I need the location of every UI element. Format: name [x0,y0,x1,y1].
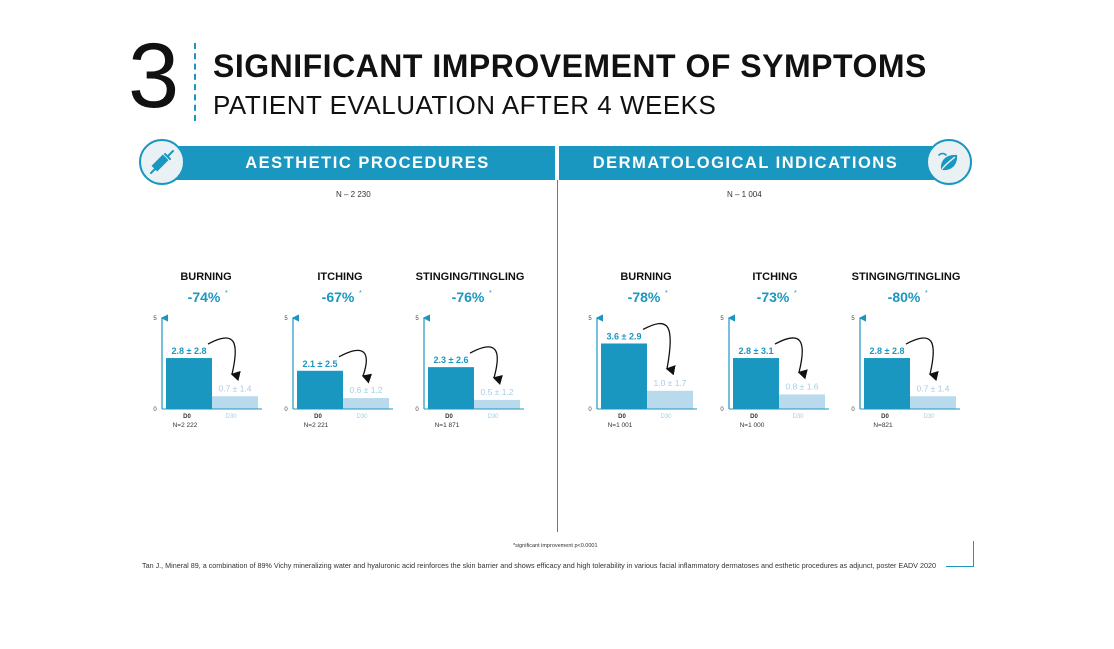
reduction-arrow [338,349,373,384]
chart-title: STINGING/TINGLING [852,271,961,283]
x-tick-label: D0 [618,414,626,420]
chart-reduction: -74% [188,289,221,305]
y-tick-label: 5 [720,316,724,322]
x-tick-label: D0 [750,414,758,420]
chart-reduction: -76% [452,289,485,305]
bar-d30 [212,396,258,409]
title-divider [194,43,196,121]
value-label-d0: 2.3 ± 2.6 [434,355,469,365]
chart-title: BURNING [620,271,671,283]
bar-d0 [428,367,474,409]
y-tick-label: 0 [588,407,592,413]
x-tick-label: D30 [792,414,804,420]
bar-d30 [910,396,956,409]
band-label-dermatological: DERMATOLOGICAL INDICATIONS [592,154,899,172]
reduction-asterisk: * [794,290,797,297]
citation: Tan J., Mineral 89, a combination of 89%… [142,561,936,570]
chart-reduction: -78% [628,289,661,305]
footnote: *significant improvement p<0.0001 [513,543,598,549]
y-tick-label: 5 [284,316,288,322]
corner-mark [946,566,974,567]
y-tick-label: 5 [588,316,592,322]
n-label-dermatological: N – 1 004 [727,190,762,199]
reduction-arrow [207,337,241,382]
bar-d0 [601,343,647,409]
y-tick-label: 0 [153,407,157,413]
value-label-d0: 3.6 ± 2.9 [607,331,642,341]
x-tick-label: D30 [356,414,368,420]
chart-reduction: -80% [888,289,921,305]
reduction-asterisk: * [489,290,492,297]
chart-title: ITCHING [317,271,362,283]
y-tick-label: 5 [851,316,855,322]
bar-d0 [733,358,779,409]
bar-d30 [343,398,389,409]
syringe-icon [139,139,185,185]
n-label-aesthetic: N – 2 230 [336,190,371,199]
band-label-aesthetic: AESTHETIC PROCEDURES [245,154,490,172]
reduction-arrow [905,337,939,382]
x-tick-label: D0 [314,414,322,420]
value-label-d30: 0.8 ± 1.6 [785,381,818,391]
section-number: 3 [128,25,180,127]
chart-title: ITCHING [752,271,797,283]
y-tick-label: 5 [153,316,157,322]
chart-title: STINGING/TINGLING [416,271,525,283]
sample-size-label: N=1 001 [608,422,633,429]
panel-divider [557,180,558,532]
value-label-d30: 0.5 ± 1.2 [480,387,513,397]
sample-size-label: N=2 221 [304,422,329,429]
x-tick-label: D0 [183,414,191,420]
reduction-asterisk: * [665,290,668,297]
y-tick-label: 0 [284,407,288,413]
band-dermatological-indications: DERMATOLOGICAL INDICATIONS [559,146,962,180]
x-tick-label: D30 [923,414,935,420]
x-tick-label: D0 [445,414,453,420]
chart-reduction: -67% [322,289,355,305]
reduction-asterisk: * [925,290,928,297]
value-label-d30: 1.0 ± 1.7 [653,378,686,388]
bar-d0 [166,358,212,409]
corner-mark [973,541,974,567]
value-label-d30: 0.7 ± 1.4 [218,383,251,393]
band-aesthetic-procedures: AESTHETIC PROCEDURES [152,146,555,180]
chart-title: BURNING [180,271,231,283]
x-tick-label: D30 [660,414,672,420]
reduction-arrow [469,346,503,385]
skin-leaf-icon [926,139,972,185]
page-subtitle: PATIENT EVALUATION AFTER 4 WEEKS [213,90,717,120]
x-tick-label: D30 [225,414,237,420]
reduction-asterisk: * [225,290,228,297]
y-tick-label: 5 [415,316,419,322]
sample-size-label: N=1 871 [435,422,460,429]
value-label-d0: 2.1 ± 2.5 [303,359,338,369]
x-tick-label: D30 [487,414,499,420]
value-label-d30: 0.7 ± 1.4 [916,383,949,393]
y-tick-label: 0 [415,407,419,413]
value-label-d0: 2.8 ± 2.8 [870,346,905,356]
x-tick-label: D0 [881,414,889,420]
bar-d0 [297,370,343,409]
bar-d30 [647,390,693,409]
y-tick-label: 0 [720,407,724,413]
reduction-asterisk: * [359,290,362,297]
page-title: SIGNIFICANT IMPROVEMENT OF SYMPTOMS [213,48,927,84]
sample-size-label: N=1 000 [740,422,765,429]
y-tick-label: 0 [851,407,855,413]
bar-d0 [864,358,910,409]
value-label-d30: 0.6 ± 1.2 [349,385,382,395]
sample-size-label: N=2 222 [173,422,198,429]
value-label-d0: 2.8 ± 2.8 [172,346,207,356]
sample-size-label: N=821 [873,422,893,429]
bar-d30 [779,394,825,409]
reduction-arrow [774,337,808,380]
chart-reduction: -73% [757,289,790,305]
reduction-arrow [642,322,676,376]
value-label-d0: 2.8 ± 3.1 [739,346,774,356]
bar-d30 [474,399,520,409]
